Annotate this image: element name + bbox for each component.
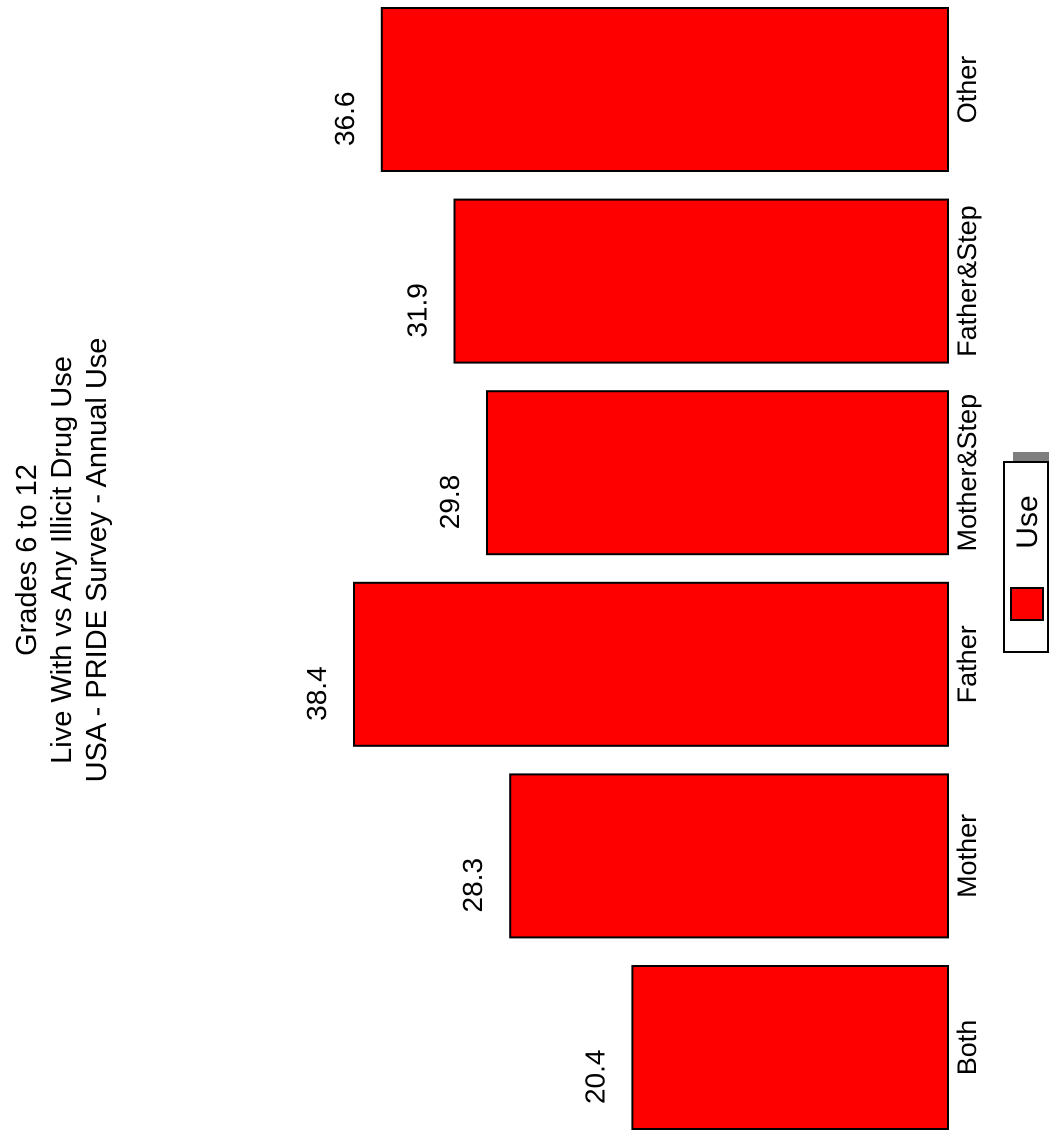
value-label: 38.4 <box>301 666 332 721</box>
bar-father <box>353 581 949 747</box>
title-line: Live With vs Any Illicit Drug Use <box>46 356 78 764</box>
legend-box <box>1003 461 1049 653</box>
bar-mother-step <box>486 390 949 556</box>
bar-father-step <box>453 198 949 364</box>
category-label: Other <box>952 56 982 124</box>
bar-mother <box>509 773 949 939</box>
bar-both <box>631 965 950 1130</box>
legend: Use <box>1003 452 1049 653</box>
category-label: Father <box>952 625 982 703</box>
title-line: USA - PRIDE Survey - Annual Use <box>81 338 113 783</box>
value-label: 36.6 <box>329 92 360 147</box>
legend-label: Use <box>1011 495 1044 548</box>
value-label: 20.4 <box>579 1050 610 1105</box>
category-label: Both <box>952 1020 982 1076</box>
bar-other <box>380 7 949 172</box>
chart-title: Grades 6 to 12 Live With vs Any Illicit D… <box>11 338 113 783</box>
value-label: 29.8 <box>434 475 465 530</box>
legend-swatch <box>1010 587 1044 621</box>
value-label: 28.3 <box>457 858 488 913</box>
title-line: Grades 6 to 12 <box>11 464 43 656</box>
value-labels: 20.4 28.3 38.4 29.8 31.9 36.6 <box>301 92 610 1105</box>
category-labels: Both Mother Father Mother&Step Father&Step Ot… <box>952 56 982 1076</box>
category-label: Mother <box>952 814 982 898</box>
bars <box>353 7 950 1130</box>
value-label: 31.9 <box>402 283 433 338</box>
category-label: Mother&Step <box>952 394 982 552</box>
category-label: Father&Step <box>952 205 982 357</box>
